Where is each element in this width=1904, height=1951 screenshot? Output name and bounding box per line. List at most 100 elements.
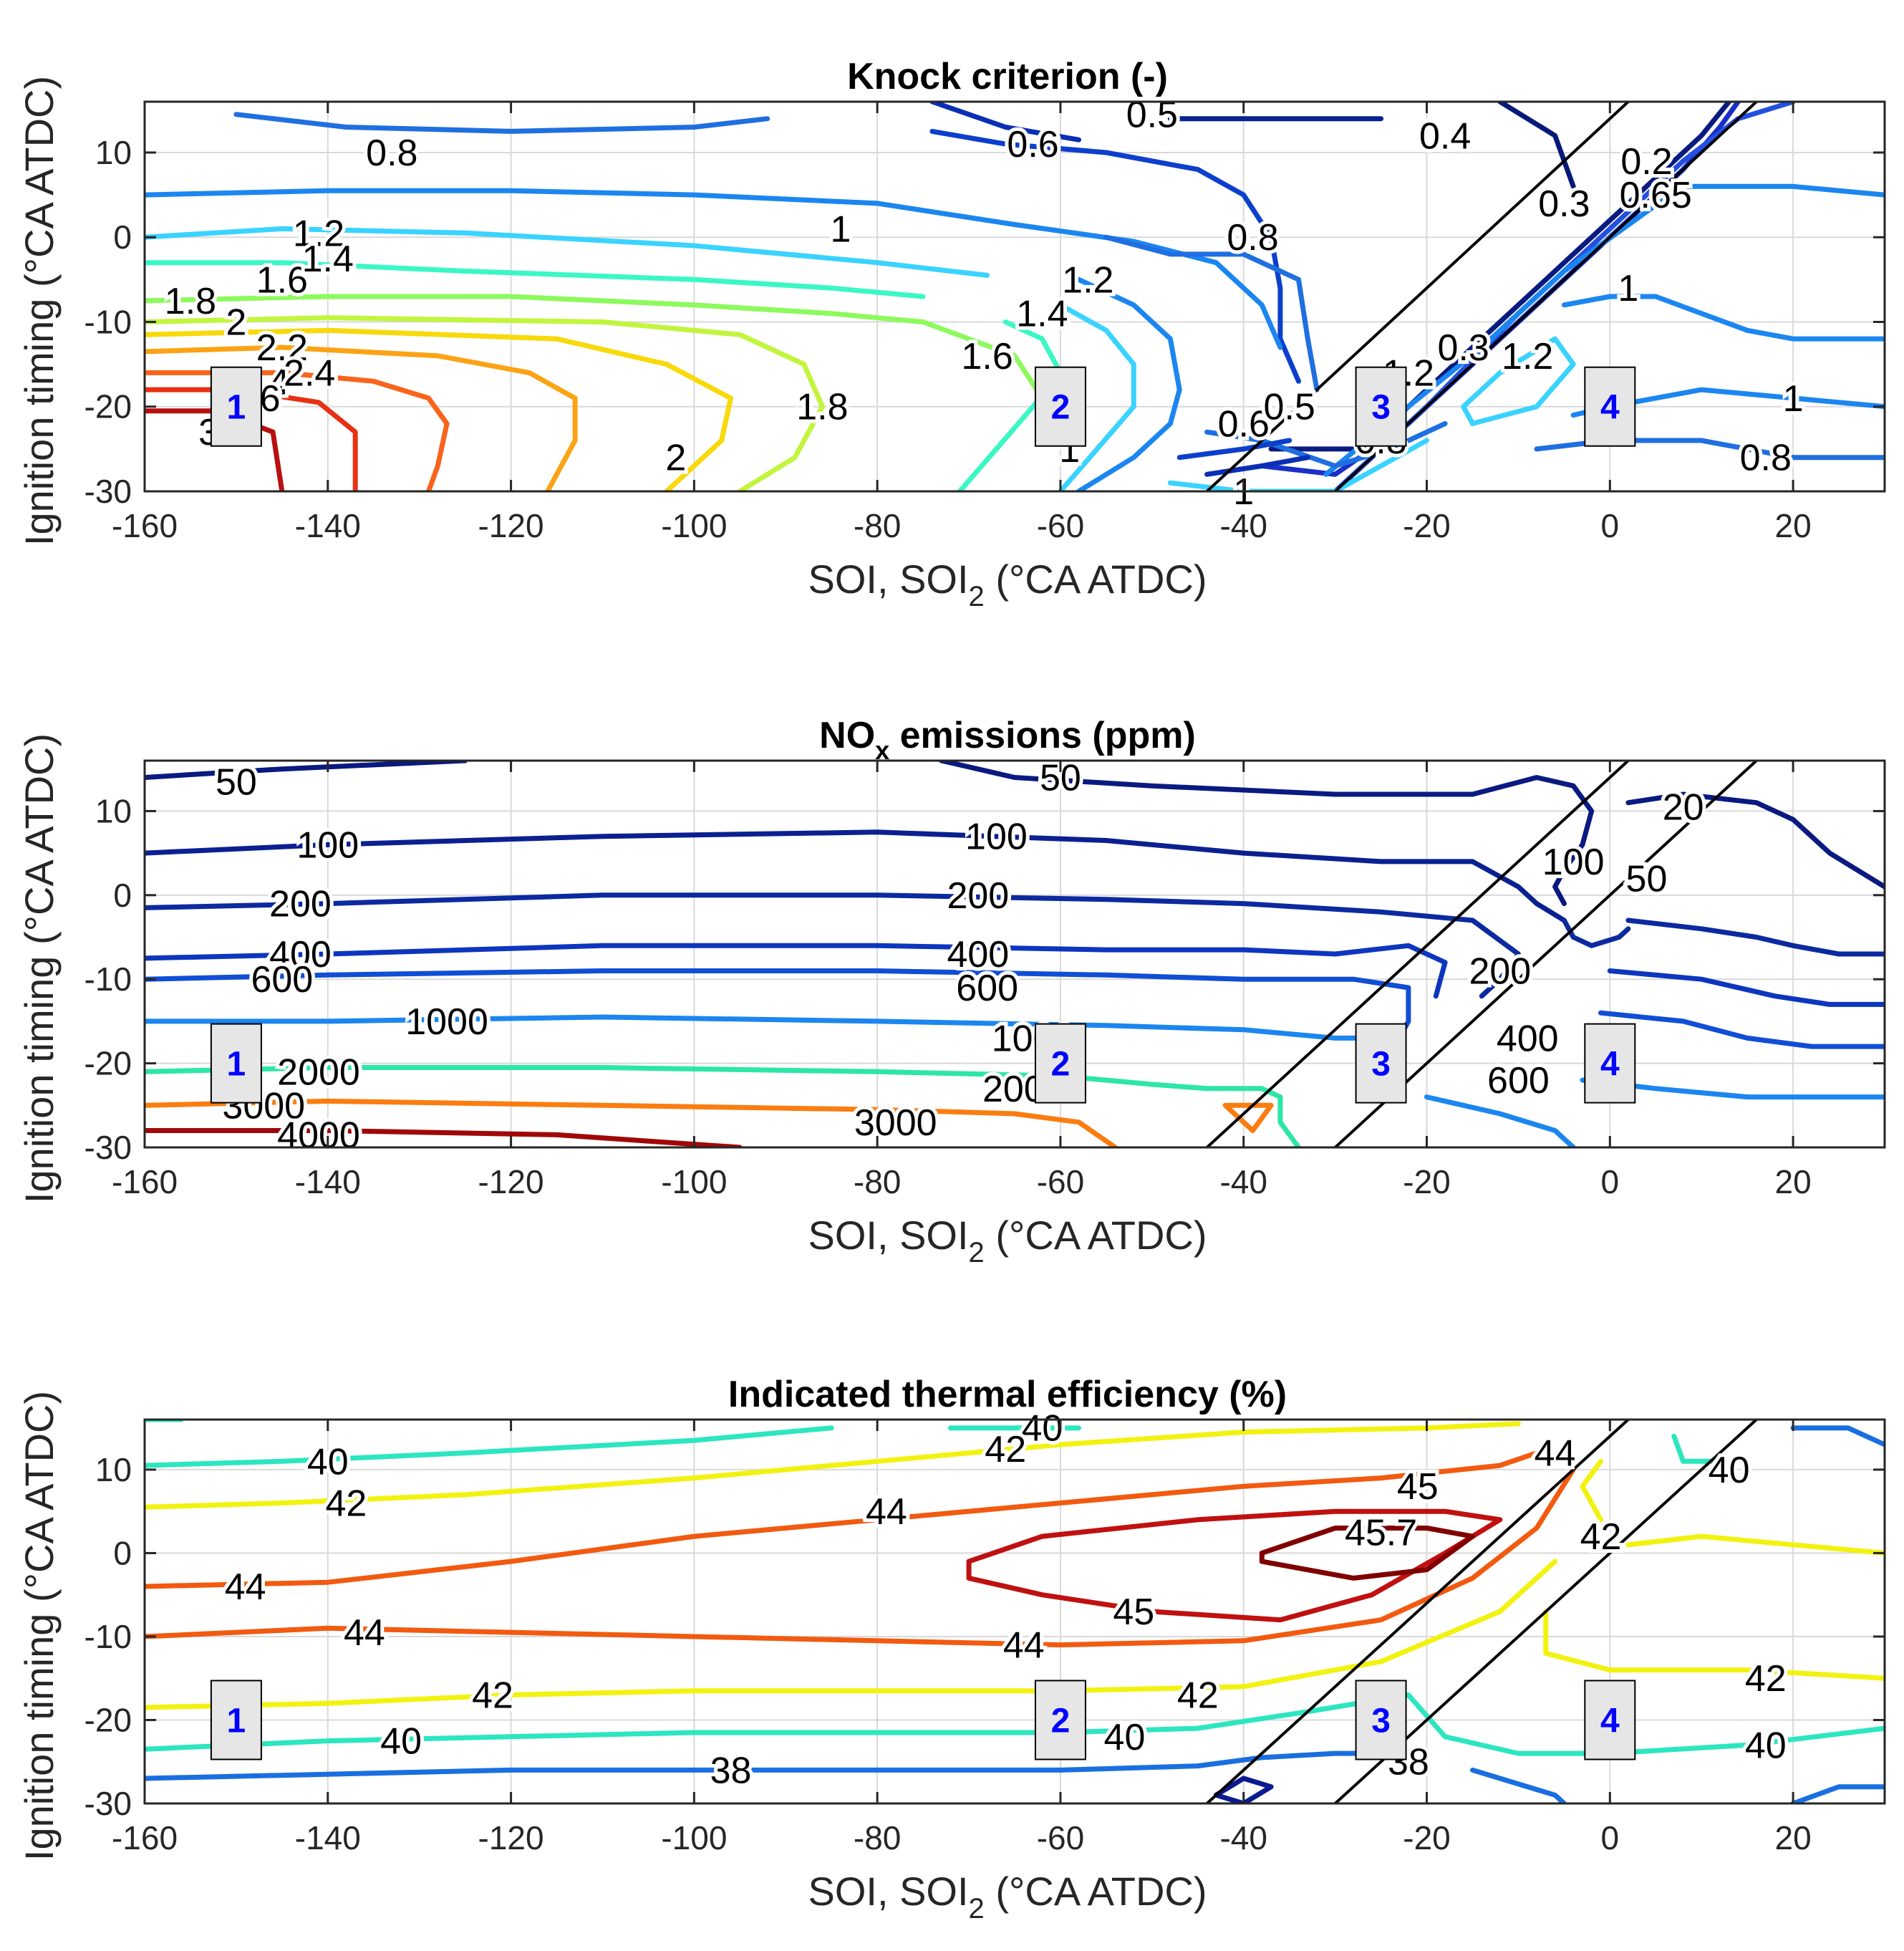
contour-label: 0.4 xyxy=(1419,115,1471,157)
contour-label: 42 xyxy=(1177,1675,1219,1717)
region-marker-4: 4 xyxy=(1584,366,1636,447)
contour-line-1.2 xyxy=(1461,336,1576,426)
x-axis-label-subscript: 2 xyxy=(969,581,985,612)
contour-label: 1.8 xyxy=(165,281,216,322)
region-box xyxy=(1355,366,1407,447)
contour-label: 1.2 xyxy=(1502,336,1553,377)
x-axis-label-main: SOI, SOI xyxy=(808,1213,968,1258)
contour-line-200 xyxy=(145,892,1521,999)
x-axis-label: SOI, SOI2 (°CA ATDC) xyxy=(808,1869,1207,1924)
contour-label: 1000 xyxy=(405,1001,488,1043)
x-axis-label-tail: (°CA ATDC) xyxy=(985,1213,1207,1258)
x-tick-label: -140 xyxy=(295,507,361,544)
region-label: 4 xyxy=(1600,389,1620,427)
y-tick-label: -30 xyxy=(84,473,132,510)
contour-label: 3000 xyxy=(854,1102,937,1144)
contour-group xyxy=(145,1420,1885,1803)
x-axis-label-subscript: 2 xyxy=(969,1893,985,1924)
contour-label: 40 xyxy=(307,1441,349,1483)
region-label: 3 xyxy=(1371,1046,1391,1084)
contour-line-1.4 xyxy=(145,260,926,299)
x-tick-label: -160 xyxy=(112,1163,178,1200)
contour-label: 100 xyxy=(296,824,359,866)
contour-label: 0.8 xyxy=(1740,438,1792,479)
contour-line-0.6 xyxy=(1176,438,1292,461)
y-tick-label: 10 xyxy=(95,1451,132,1488)
contour-label: 20 xyxy=(1663,787,1704,829)
x-tick-label: -60 xyxy=(1037,1163,1084,1200)
contour-label: 1.4 xyxy=(1016,294,1068,335)
region-boundary-line-1 xyxy=(1206,761,1630,1147)
x-tick-label: -20 xyxy=(1403,1163,1450,1200)
contour-line-4000 xyxy=(145,1128,743,1147)
x-tick-label: -60 xyxy=(1037,507,1084,544)
x-tick-label: -100 xyxy=(661,507,727,544)
x-tick-label: -80 xyxy=(854,507,901,544)
contour-label: 100 xyxy=(1542,842,1605,883)
region-marker-1: 1 xyxy=(210,1680,262,1760)
region-box xyxy=(210,1680,262,1760)
region-marker-3: 3 xyxy=(1355,1023,1407,1104)
contour-label: 2.2 xyxy=(256,327,308,369)
contour-line-2000 xyxy=(145,1065,1301,1147)
contour-line-50 xyxy=(145,761,468,780)
contour-label: 45 xyxy=(1113,1591,1154,1633)
region-box xyxy=(1034,1023,1086,1104)
x-axis-label-subscript: 2 xyxy=(969,1237,985,1268)
contour-group xyxy=(145,761,1885,1147)
contour-label: 1.4 xyxy=(302,239,354,280)
contour-line-1.8 xyxy=(145,315,825,491)
contour-line-45 xyxy=(966,1508,1503,1623)
contour-label: 200 xyxy=(947,875,1009,917)
region-label: 2 xyxy=(1051,1046,1071,1084)
y-axis-label: Ignition timing (°CA ATDC) xyxy=(16,1391,62,1861)
contour-line-400 xyxy=(1607,968,1885,1007)
contour-line-45.7 xyxy=(1259,1526,1475,1581)
region-boundary-line-1 xyxy=(1206,1420,1630,1803)
contour-label: 100 xyxy=(965,816,1028,858)
contour-label: 1.6 xyxy=(256,259,308,301)
x-tick-label: -40 xyxy=(1219,1163,1267,1200)
contour-line-38 xyxy=(1470,1767,1567,1803)
contour-label: 2000 xyxy=(277,1051,360,1093)
contour-line-2.2 xyxy=(145,345,578,491)
x-tick-label: 20 xyxy=(1775,507,1812,544)
y-tick-label: -20 xyxy=(84,1701,132,1738)
contour-label: 42 xyxy=(325,1483,367,1525)
contour-label: 0.8 xyxy=(366,133,417,174)
contour-label: 42 xyxy=(985,1429,1026,1470)
contour-line-1.2 xyxy=(1167,438,1429,491)
contour-line-40 xyxy=(1671,1433,1714,1464)
region-marker-4: 4 xyxy=(1584,1680,1636,1760)
y-tick-label: -20 xyxy=(84,388,132,425)
region-label: 1 xyxy=(227,1702,246,1740)
contour-label: 2 xyxy=(665,438,686,479)
y-tick-label: -10 xyxy=(84,303,132,340)
axes-frame xyxy=(143,759,1886,1149)
contour-line-44 xyxy=(145,1450,1540,1589)
x-tick-label: -140 xyxy=(295,1163,361,1200)
x-tick-label: -120 xyxy=(478,507,544,544)
contour-label: 600 xyxy=(1487,1060,1550,1102)
contour-label: 400 xyxy=(947,934,1009,976)
contour-line-42 xyxy=(145,1559,1558,1710)
contour-line-600 xyxy=(1598,1010,1885,1049)
x-axis-label: SOI, SOI2 (°CA ATDC) xyxy=(808,557,1207,612)
contour-line-1000 xyxy=(145,1014,1393,1041)
region-box xyxy=(1034,366,1086,447)
contour-label: 0.3 xyxy=(1438,327,1489,369)
contour-label: 2.4 xyxy=(284,352,335,394)
contour-label: 42 xyxy=(1580,1516,1622,1558)
contour-label: 42 xyxy=(1745,1658,1787,1700)
region-label: 2 xyxy=(1051,1702,1071,1740)
contour-label: 42 xyxy=(472,1675,513,1717)
contour-label: 0.2 xyxy=(1620,141,1672,183)
y-tick-label: 10 xyxy=(95,134,132,171)
region-marker-1: 1 xyxy=(210,1023,262,1104)
contour-label: 40 xyxy=(380,1721,422,1763)
region-label: 4 xyxy=(1600,1702,1620,1740)
y-tick-label: 0 xyxy=(113,218,132,256)
y-tick-label: -30 xyxy=(84,1785,132,1822)
